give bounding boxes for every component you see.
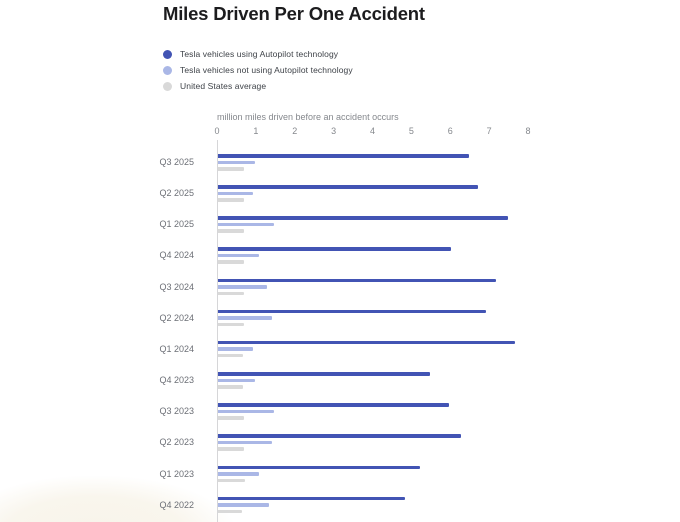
bar-autopilot: [218, 465, 421, 470]
x-axis-ticks: 0 1 2 3 4 5 6 7 8: [214, 126, 531, 138]
x-tick-label: 7: [486, 126, 492, 136]
bar-no-autopilot: [218, 316, 273, 320]
bar-autopilot: [218, 309, 487, 314]
x-tick-label: 0: [214, 126, 220, 136]
bar-autopilot: [218, 154, 469, 158]
bar-autopilot: [218, 185, 479, 189]
bar-us-average: [218, 478, 246, 483]
x-tick-label: 2: [292, 126, 298, 136]
chart-title: Miles Driven Per One Accident: [163, 3, 425, 24]
legend: Tesla vehicles using Autopilot technolog…: [163, 46, 353, 94]
x-tick-label: 1: [253, 126, 259, 136]
category-label: Q1 2024: [159, 343, 194, 354]
category-label: Q1 2023: [159, 468, 194, 479]
category-label: Q3 2023: [159, 406, 194, 417]
bar-no-autopilot: [218, 378, 255, 383]
bar-no-autopilot: [218, 160, 255, 164]
bar-autopilot: [218, 278, 496, 283]
x-tick-label: 5: [408, 126, 414, 136]
category-label: Q4 2024: [159, 250, 194, 261]
x-tick-label: 3: [331, 126, 337, 136]
bar-autopilot: [218, 403, 450, 407]
bar-us-average: [218, 416, 245, 420]
legend-dot-no-autopilot: [163, 65, 172, 75]
background-blob: [0, 476, 235, 522]
category-label: Q2 2023: [159, 437, 194, 448]
bar-us-average: [218, 353, 244, 358]
bar-no-autopilot: [218, 347, 253, 351]
bar-us-average: [218, 198, 245, 202]
x-tick-label: 6: [447, 126, 453, 136]
bar-no-autopilot: [218, 440, 273, 445]
legend-dot-autopilot: [163, 49, 172, 59]
category-label: Q3 2025: [159, 157, 194, 167]
bar-autopilot: [218, 216, 508, 220]
x-axis-title: million miles driven before an accident …: [217, 112, 399, 122]
bar-us-average: [218, 509, 243, 514]
category-label: Q3 2024: [159, 281, 194, 292]
category-label: Q4 2022: [159, 499, 194, 510]
bar-us-average: [218, 260, 245, 264]
bar-us-average: [218, 291, 245, 296]
bar-us-average: [218, 385, 244, 389]
bar-autopilot: [218, 496, 405, 501]
category-label: Q4 2023: [159, 375, 194, 386]
legend-label: Tesla vehicles not using Autopilot techn…: [180, 65, 353, 75]
x-tick-label: 4: [369, 126, 376, 136]
category-label: Q2 2025: [159, 188, 194, 199]
bar-no-autopilot: [218, 253, 259, 258]
bar-us-average: [218, 229, 244, 233]
x-tick-label: 8: [525, 126, 531, 136]
bar-no-autopilot: [218, 409, 275, 414]
bar-autopilot: [218, 372, 430, 376]
category-label: Q1 2025: [159, 219, 194, 230]
legend-item-us-average: United States average: [163, 78, 353, 94]
bar-us-average: [218, 322, 245, 327]
bar-no-autopilot: [218, 503, 269, 507]
legend-label: United States average: [180, 81, 267, 91]
bar-us-average: [218, 447, 245, 451]
legend-dot-us-average: [163, 81, 172, 91]
bar-autopilot: [218, 247, 452, 251]
bar-no-autopilot: [218, 191, 253, 196]
bar-no-autopilot: [218, 472, 259, 476]
category-label: Q2 2024: [159, 312, 194, 323]
legend-item-autopilot: Tesla vehicles using Autopilot technolog…: [163, 46, 353, 62]
bar-no-autopilot: [218, 285, 267, 289]
legend-item-no-autopilot: Tesla vehicles not using Autopilot techn…: [163, 62, 353, 78]
plot-area: [217, 140, 529, 522]
bar-us-average: [218, 167, 245, 171]
bar-no-autopilot: [218, 222, 275, 227]
bar-autopilot: [218, 340, 516, 345]
legend-label: Tesla vehicles using Autopilot technolog…: [180, 49, 339, 59]
bar-autopilot: [218, 434, 461, 438]
